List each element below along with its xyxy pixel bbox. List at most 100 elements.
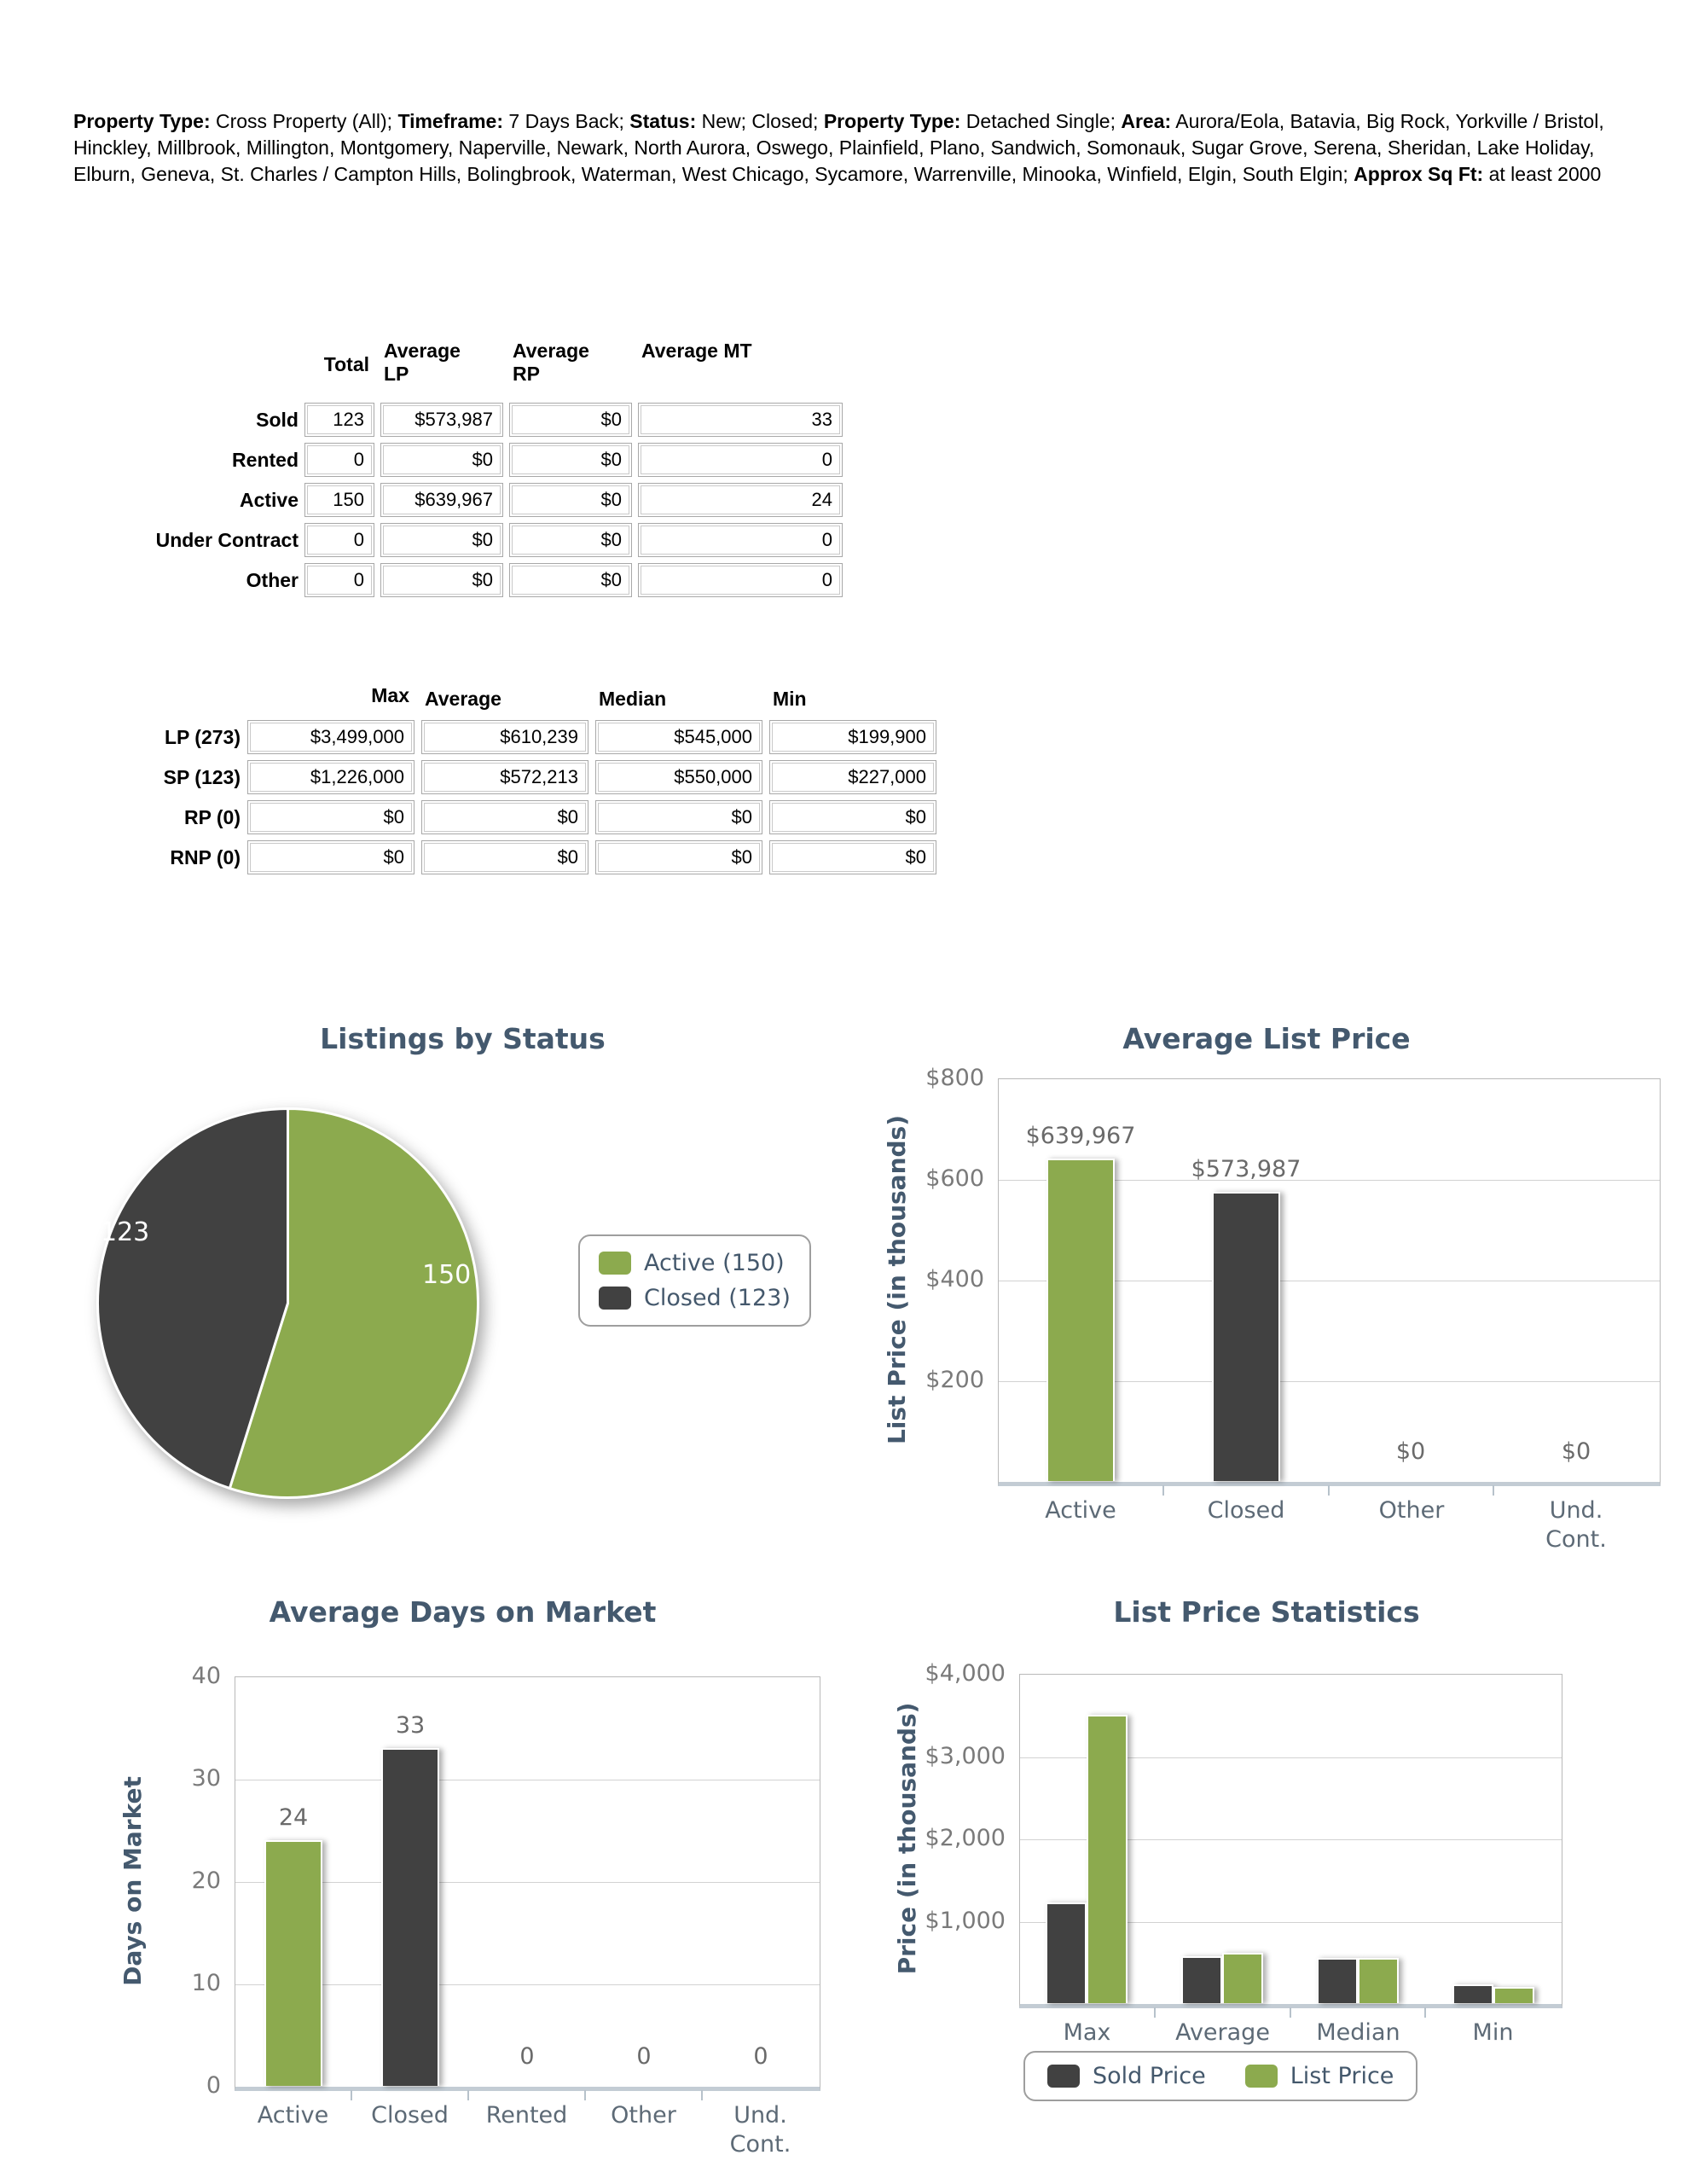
value-cell: $1,226,000 [247,760,415,794]
y-axis-tick-label: 30 [191,1765,221,1792]
x-axis-category-label: Max [1063,2019,1111,2046]
legend-label: Sold Price [1093,2063,1206,2089]
y-axis-tick-label: 20 [191,1867,221,1894]
pie-slice-label: 150 [422,1260,472,1290]
legend-label: Active (150) [644,1250,785,1276]
y-axis-tick-label: $4,000 [925,1660,1006,1687]
y-axis-tick-label: 0 [206,2072,221,2099]
legend: Sold Price List Price [1023,2051,1418,2101]
value-cell: 0 [638,563,843,597]
table-header-cell: Average LP [384,340,461,385]
table-header-cell: Total [323,352,369,375]
x-axis-category-label: Closed [371,2102,449,2129]
value-cell-text: $0 [424,803,586,832]
gridline [1020,1839,1562,1840]
average-days-on-market-chart: Average Days on Market 40 30 20 10 0 Days on … [81,1589,844,2184]
criteria-label: Approx Sq Ft: [1354,163,1484,185]
chart-title: Listings by Status [320,1022,606,1055]
value-cell: $0 [421,840,588,874]
bar-value-label: $0 [1561,1438,1591,1465]
x-axis-tick [351,2090,352,2100]
bar-dark [1452,1984,1493,2003]
value-cell-text: $610,239 [424,723,586,752]
chart-title: List Price Statistics [1113,1595,1420,1629]
row-label: RP (0) [183,805,241,828]
criteria-label: Area: [1121,110,1172,132]
y-axis-title: List Price (in thousands) [883,1114,911,1445]
y-axis-tick-label: $2,000 [925,1825,1006,1851]
value-cell: 33 [638,403,843,437]
legend-label: List Price [1290,2063,1394,2089]
row-label: LP (273) [164,725,241,748]
value-cell-text: $0 [250,843,412,872]
value-cell: $0 [247,800,415,834]
x-axis-category-label: Active [257,2102,329,2129]
gridline [235,1882,820,1883]
active-swatch [599,1252,631,1275]
value-cell: $610,239 [421,720,588,754]
y-axis-tick-label: $1,000 [925,1908,1006,1934]
bar-green [1046,1159,1115,1481]
value-cell-text: $0 [598,843,760,872]
value-cell: $0 [509,483,632,517]
criteria-value: 7 Days Back; [503,110,630,132]
value-cell-text: $545,000 [598,723,760,752]
value-cell-text: $0 [772,843,934,872]
value-cell-text: 24 [641,485,840,514]
value-cell: $0 [421,800,588,834]
value-cell: $0 [509,523,632,557]
y-axis-tick-label: $600 [925,1165,984,1192]
y-axis-tick-label: $800 [925,1065,984,1091]
value-cell-text: $0 [512,405,629,434]
closed-swatch [599,1287,631,1310]
y-axis-tick-label: 10 [191,1970,221,1996]
search-criteria: Property Type: Cross Property (All); Tim… [73,108,1619,188]
chart-title: Average List Price [1122,1022,1411,1055]
pie: 150 123 [94,1105,482,1502]
value-cell-text: 0 [307,445,372,474]
value-cell-text: $0 [383,526,501,555]
value-cell: $0 [380,563,503,597]
criteria-value: New; Closed; [696,110,824,132]
bar-green [1358,1958,1399,2003]
value-cell-text: $0 [772,803,934,832]
value-cell-text: $1,226,000 [250,763,412,792]
value-cell: $550,000 [595,760,762,794]
value-cell: 0 [638,523,843,557]
bar-green [1087,1715,1128,2003]
value-cell-text: $0 [512,526,629,555]
value-cell-text: 33 [641,405,840,434]
criteria-value: Aurora/Eola, Batavia, Big Rock, Yorkvill… [73,110,1604,185]
bar-dark [1046,1902,1087,2003]
value-cell: $0 [769,840,936,874]
bar-value-label: $573,987 [1191,1156,1301,1182]
x-axis-category-label: Average [1175,2019,1270,2046]
value-cell: $227,000 [769,760,936,794]
gridline [1020,1757,1562,1758]
bar-value-label: $639,967 [1025,1123,1136,1149]
value-cell-text: $0 [424,843,586,872]
y-axis-tick-label: $400 [925,1266,984,1292]
pie-slice-active [228,1107,479,1499]
x-axis-category-label: Closed [1207,1497,1285,1524]
x-axis-tick [467,2090,469,2100]
value-cell-text: 150 [307,485,372,514]
bar-value-label: 33 [395,1712,426,1739]
value-cell: $0 [509,443,632,477]
bar-value-label: 24 [278,1804,309,1831]
value-cell: 0 [638,443,843,477]
bar-green [1493,1987,1534,2003]
value-cell-text: 0 [307,526,372,555]
value-cell: $0 [247,840,415,874]
legend-item: Active (150) [599,1250,791,1276]
x-axis-tick [1328,1485,1330,1496]
value-cell: $0 [509,563,632,597]
average-list-price-chart: Average List Price $800 $600 $400 $200 List … [857,1015,1676,1589]
x-axis-tick [1154,2007,1156,2018]
value-cell-text: 123 [307,405,372,434]
x-axis-tick [1493,1485,1494,1496]
criteria-value: Detached Single; [960,110,1122,132]
bar-dark [1181,1956,1222,2003]
y-axis-title: Price (in thousands) [893,1702,921,1975]
